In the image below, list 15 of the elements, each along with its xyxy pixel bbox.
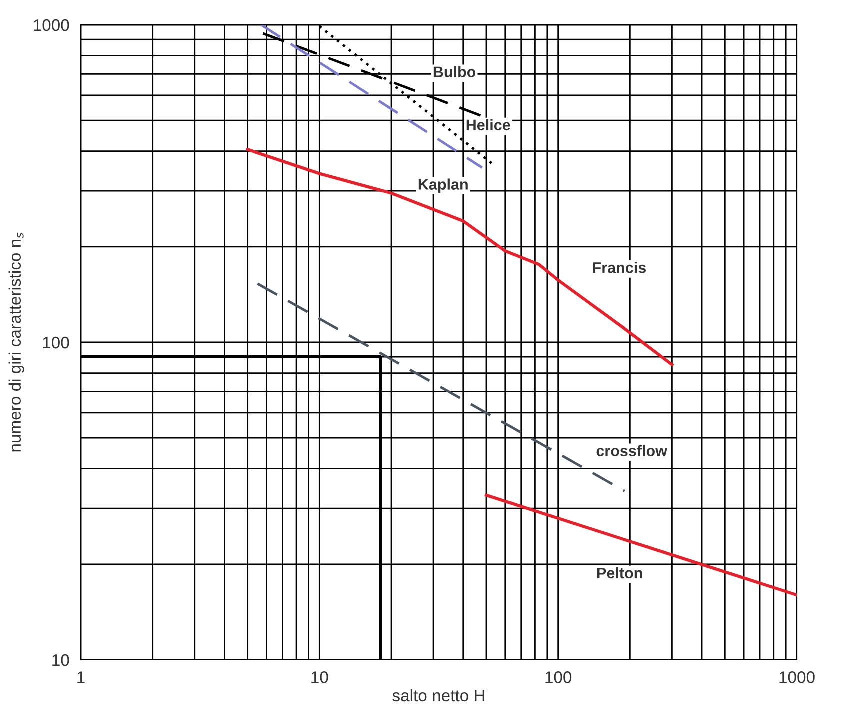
x-tick-label: 100 — [546, 672, 572, 684]
y-axis-title: numero di giri caratteristico n$_{s}$ — [8, 232, 24, 452]
y-tick-label: 100 — [43, 336, 70, 349]
series-label: Kaplan — [418, 178, 468, 193]
series-label: Helice — [466, 119, 510, 131]
series-label: Francis — [593, 262, 646, 274]
series-label: crossflow — [596, 445, 668, 456]
x-tick-label: 1 — [78, 672, 85, 684]
x-tick-label: 10 — [312, 672, 328, 684]
y-tick-label: 1000 — [34, 19, 70, 32]
series-label: Pelton — [598, 567, 642, 579]
x-axis-title: salto netto H — [392, 689, 484, 702]
x-tick-label: 1000 — [780, 672, 815, 684]
y-tick-label: 10 — [52, 654, 70, 666]
series-label: Bulbo — [434, 66, 476, 78]
